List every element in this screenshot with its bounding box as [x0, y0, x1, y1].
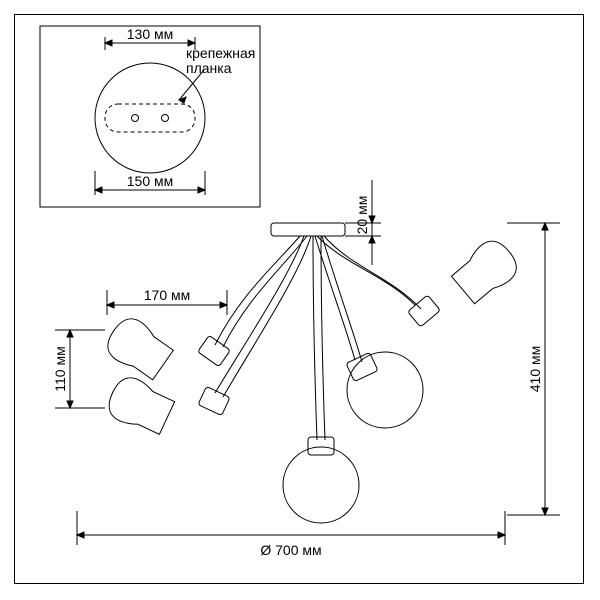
bulb-width-label: 170 мм: [144, 287, 191, 303]
diameter-label: Ø 700 мм: [260, 542, 321, 558]
outer-frame: 130 мм крепежная планка 150 мм 410 мм: [14, 14, 584, 584]
main-diagram: 410 мм 20 мм 170 мм 110 мм: [15, 15, 585, 585]
ceiling-thickness-label: 20 мм: [354, 196, 370, 235]
total-height-label: 410 мм: [527, 346, 543, 393]
bulb-height-label: 110 мм: [52, 346, 68, 391]
